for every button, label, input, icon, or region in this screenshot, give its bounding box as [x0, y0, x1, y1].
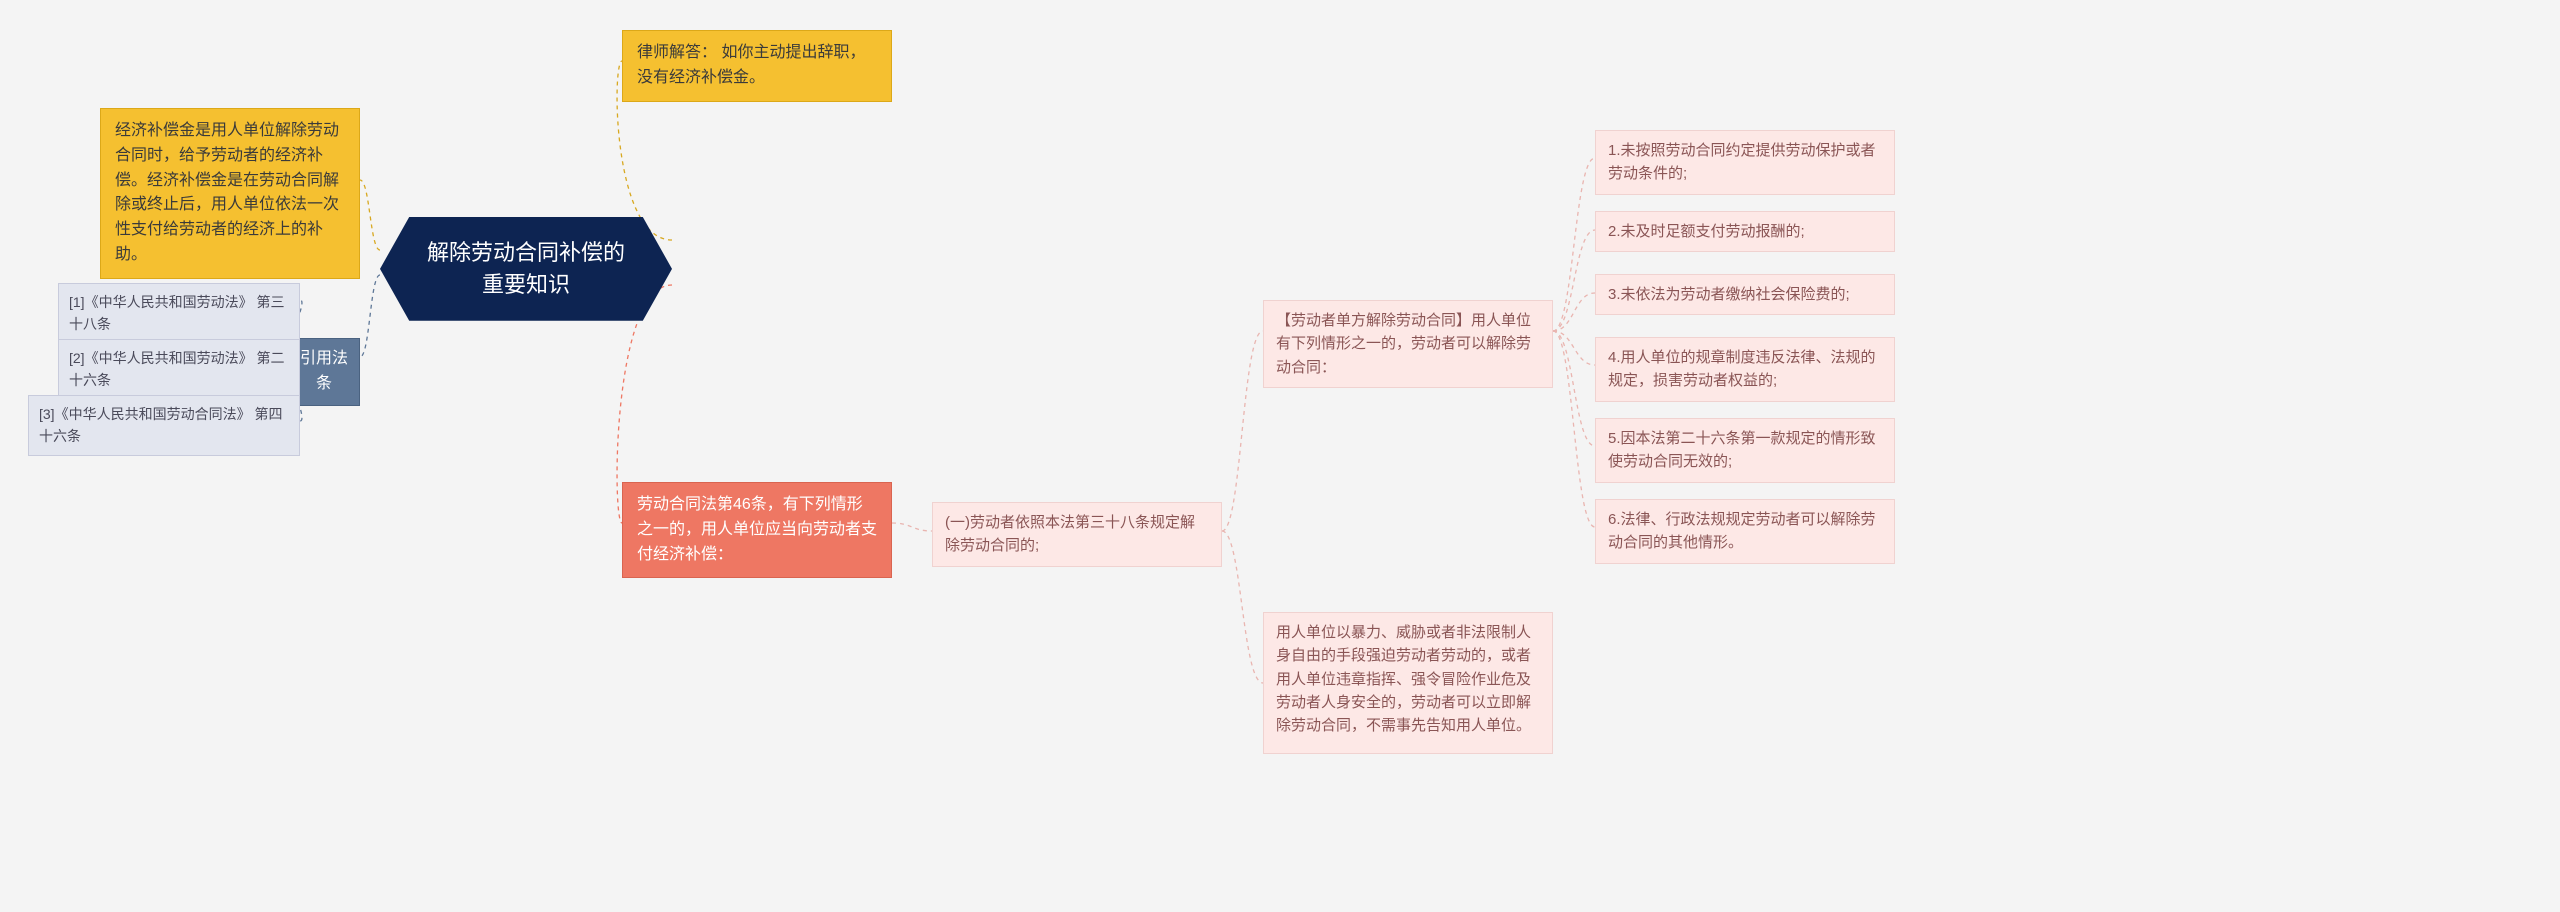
unilateral-item-text: 2.未及时足额支付劳动报酬的;: [1608, 223, 1805, 240]
citation-text: [1]《中华人民共和国劳动法》 第三十八条: [69, 294, 284, 332]
citation-item-1[interactable]: [1]《中华人民共和国劳动法》 第三十八条: [58, 283, 300, 344]
unilateral-item-2[interactable]: 2.未及时足额支付劳动报酬的;: [1595, 211, 1895, 252]
violence-clause-text: 用人单位以暴力、威胁或者非法限制人身自由的手段强迫劳动者劳动的，或者用人单位违章…: [1276, 624, 1531, 734]
violence-clause-node[interactable]: 用人单位以暴力、威胁或者非法限制人身自由的手段强迫劳动者劳动的，或者用人单位违章…: [1263, 612, 1553, 754]
connector-layer: [0, 0, 2560, 912]
citation-item-3[interactable]: [3]《中华人民共和国劳动合同法》 第四十六条: [28, 395, 300, 456]
root-text: 解除劳动合同补偿的重要知识: [427, 240, 625, 297]
unilateral-item-text: 4.用人单位的规章制度违反法律、法规的规定，损害劳动者权益的;: [1608, 349, 1876, 389]
unilateral-item-5[interactable]: 5.因本法第二十六条第一款规定的情形致使劳动合同无效的;: [1595, 418, 1895, 483]
unilateral-item-3[interactable]: 3.未依法为劳动者缴纳社会保险费的;: [1595, 274, 1895, 315]
unilateral-item-text: 6.法律、行政法规规定劳动者可以解除劳动合同的其他情形。: [1608, 511, 1876, 551]
article46-sub-text: (一)劳动者依照本法第三十八条规定解除劳动合同的;: [945, 514, 1195, 554]
unilateral-item-text: 1.未按照劳动合同约定提供劳动保护或者劳动条件的;: [1608, 142, 1876, 182]
definition-text: 经济补偿金是用人单位解除劳动合同时，给予劳动者的经济补偿。经济补偿金是在劳动合同…: [115, 122, 339, 263]
lawyer-answer-text: 律师解答： 如你主动提出辞职，没有经济补偿金。: [637, 44, 865, 86]
article46-text: 劳动合同法第46条，有下列情形之一的，用人单位应当向劳动者支付经济补偿：: [637, 496, 877, 563]
citation-text: [2]《中华人民共和国劳动法》 第二十六条: [69, 350, 284, 388]
unilateral-header-node[interactable]: 【劳动者单方解除劳动合同】用人单位有下列情形之一的，劳动者可以解除劳动合同：: [1263, 300, 1553, 388]
unilateral-item-1[interactable]: 1.未按照劳动合同约定提供劳动保护或者劳动条件的;: [1595, 130, 1895, 195]
citation-item-2[interactable]: [2]《中华人民共和国劳动法》 第二十六条: [58, 339, 300, 400]
citation-label-text: 引用法条: [300, 350, 348, 392]
root-node[interactable]: 解除劳动合同补偿的重要知识: [380, 217, 672, 321]
unilateral-item-text: 5.因本法第二十六条第一款规定的情形致使劳动合同无效的;: [1608, 430, 1876, 470]
citation-text: [3]《中华人民共和国劳动合同法》 第四十六条: [39, 406, 282, 444]
unilateral-item-6[interactable]: 6.法律、行政法规规定劳动者可以解除劳动合同的其他情形。: [1595, 499, 1895, 564]
unilateral-item-4[interactable]: 4.用人单位的规章制度违反法律、法规的规定，损害劳动者权益的;: [1595, 337, 1895, 402]
unilateral-item-text: 3.未依法为劳动者缴纳社会保险费的;: [1608, 286, 1850, 303]
unilateral-header-text: 【劳动者单方解除劳动合同】用人单位有下列情形之一的，劳动者可以解除劳动合同：: [1276, 312, 1531, 376]
lawyer-answer-node[interactable]: 律师解答： 如你主动提出辞职，没有经济补偿金。: [622, 30, 892, 102]
article46-node[interactable]: 劳动合同法第46条，有下列情形之一的，用人单位应当向劳动者支付经济补偿：: [622, 482, 892, 578]
definition-node[interactable]: 经济补偿金是用人单位解除劳动合同时，给予劳动者的经济补偿。经济补偿金是在劳动合同…: [100, 108, 360, 279]
article46-sub-node[interactable]: (一)劳动者依照本法第三十八条规定解除劳动合同的;: [932, 502, 1222, 567]
